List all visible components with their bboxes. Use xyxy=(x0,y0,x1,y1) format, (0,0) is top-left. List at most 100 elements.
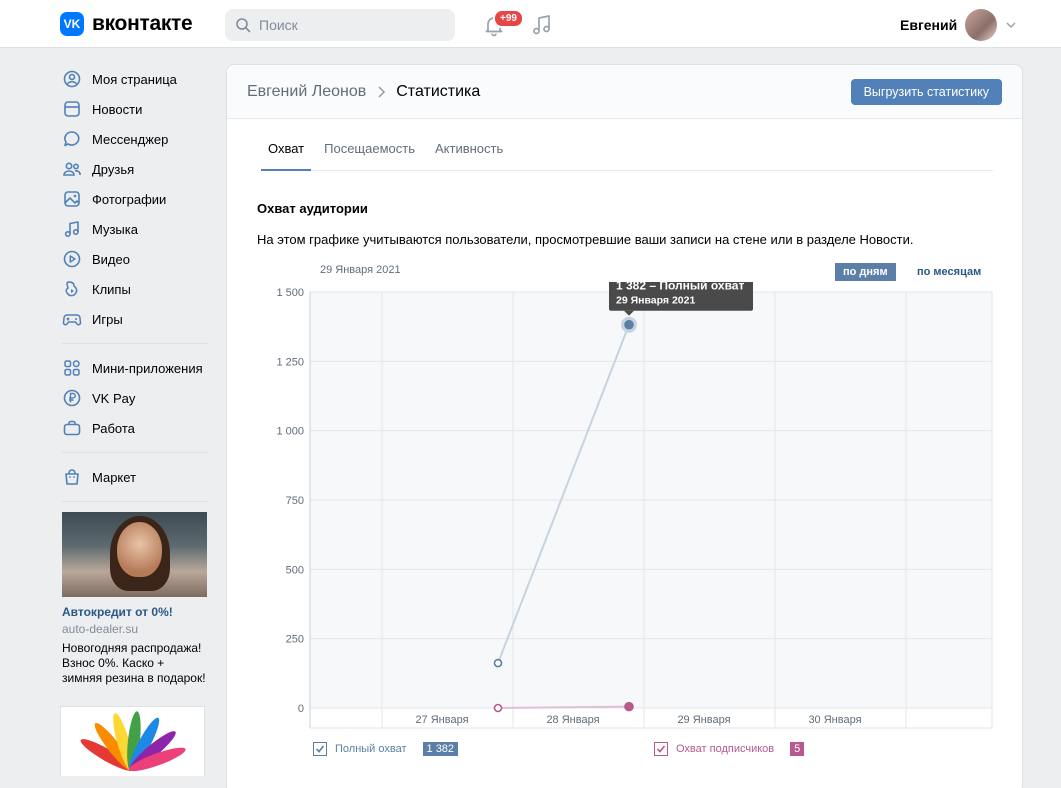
apps-icon xyxy=(64,360,80,376)
reach-chart: 0 250 500 750 1 000 1 250 1 500 27 Января 28 Янв… xyxy=(276,282,993,729)
breadcrumb-current: Статистика xyxy=(396,83,481,100)
sidebar-item-apps[interactable]: Мини-приложения xyxy=(60,353,210,383)
ad-text: Новогодняя распродажа! Взнос 0%. Каско +… xyxy=(62,641,206,685)
chart-date-label: 29 Января 2021 xyxy=(320,264,401,276)
sidebar-item-video[interactable]: Видео xyxy=(60,244,210,274)
breadcrumb: Евгений Леонов Статистика xyxy=(247,83,480,101)
x-tick-label: 27 Января xyxy=(415,714,468,726)
user-circle-icon xyxy=(63,70,81,88)
tab-reach[interactable]: Охват xyxy=(261,130,312,171)
sidebar-item-label: Фотографии xyxy=(92,191,167,207)
sidebar-item-friends[interactable]: Друзья xyxy=(60,154,210,184)
left-sidebar: Моя страница Новости Мессенджер Друзья Фотог… xyxy=(60,64,210,776)
vk-logo[interactable]: VK вконтакте xyxy=(60,12,193,36)
briefcase-icon xyxy=(63,420,81,436)
sidebar-item-label: Игры xyxy=(92,311,123,327)
legend-total-label: Полный охват xyxy=(335,743,407,755)
ad-image[interactable] xyxy=(62,512,207,597)
search-box[interactable] xyxy=(225,9,455,41)
y-tick-label: 1 500 xyxy=(276,287,304,299)
by-day-button[interactable]: по дням xyxy=(835,263,896,281)
rainbow-fan-image xyxy=(80,711,186,772)
sidebar-item-label: Друзья xyxy=(92,161,135,177)
sidebar-item-briefcase[interactable]: Работа xyxy=(60,413,210,443)
y-tick-label: 500 xyxy=(286,564,304,576)
sidebar-item-label: Клипы xyxy=(92,281,131,297)
legend-total[interactable]: Полный охват 1 382 xyxy=(313,742,459,756)
sidebar-item-label: Новости xyxy=(92,101,143,117)
checkbox-total[interactable] xyxy=(313,742,327,756)
checkbox-subscribers[interactable] xyxy=(654,742,668,756)
chevron-down-icon xyxy=(1006,22,1016,29)
tooltip-title: 1 382 – Полный охват xyxy=(616,282,744,293)
notifications-badge: +99 xyxy=(493,9,524,28)
video-icon xyxy=(63,250,81,268)
by-month-button[interactable]: по месяцам xyxy=(911,263,987,281)
legend-total-value: 1 382 xyxy=(422,742,459,756)
data-point xyxy=(493,658,503,668)
y-tick-label: 250 xyxy=(286,634,304,646)
sidebar-item-ruble[interactable]: VK Pay xyxy=(60,383,210,413)
ad-domain: auto-dealer.su xyxy=(62,622,139,636)
sidebar-item-label: Музыка xyxy=(92,221,138,237)
sidebar-item-market-bag[interactable]: Маркет xyxy=(60,462,210,492)
section-description: На этом графике учитываются пользователи… xyxy=(257,232,914,247)
gamepad-icon xyxy=(62,314,82,326)
sidebar-item-newsfeed[interactable]: Новости xyxy=(60,94,210,124)
data-point xyxy=(624,319,634,330)
sidebar-item-gamepad[interactable]: Игры xyxy=(60,304,210,334)
ad-title[interactable]: Автокредит от 0%! xyxy=(62,605,173,619)
search-icon xyxy=(236,18,251,33)
x-tick-label: 28 Января xyxy=(546,714,599,726)
sidebar-item-label: Мессенджер xyxy=(92,131,169,147)
y-tick-label: 750 xyxy=(286,495,304,507)
sidebar-item-user-circle[interactable]: Моя страница xyxy=(60,64,210,94)
sidebar-item-music[interactable]: Музыка xyxy=(60,214,210,244)
section-title: Охват аудитории xyxy=(257,201,368,216)
tab-attendance[interactable]: Посещаемость xyxy=(324,141,415,156)
panel-header: Евгений Леонов Статистика Выгрузить стат… xyxy=(227,65,1022,119)
vk-logo-text: вконтакте xyxy=(92,12,193,35)
user-name: Евгений xyxy=(900,17,958,33)
ad-image-face xyxy=(117,522,162,577)
sidebar-item-label: Видео xyxy=(92,251,130,267)
series-line-0 xyxy=(497,324,630,664)
ruble-icon xyxy=(63,389,81,407)
nav-divider xyxy=(62,452,208,453)
sidebar-item-message[interactable]: Мессенджер xyxy=(60,124,210,154)
ad-image-2[interactable] xyxy=(60,706,205,776)
music-icon xyxy=(64,221,79,238)
top-bar: VK вконтакте +99 Евгений xyxy=(0,0,1061,48)
y-tick-label: 1 000 xyxy=(276,426,304,438)
sidebar-item-label: Моя страница xyxy=(92,71,177,87)
tab-activity[interactable]: Активность xyxy=(434,141,504,156)
stats-panel: Евгений Леонов Статистика Выгрузить стат… xyxy=(226,64,1023,788)
tooltip-subtitle: 29 Января 2021 xyxy=(616,295,695,307)
sidebar-item-label: Маркет xyxy=(92,469,137,485)
data-point xyxy=(493,703,503,713)
photo-icon xyxy=(64,191,80,207)
data-point xyxy=(624,701,634,712)
check-icon xyxy=(656,745,666,753)
sidebar-item-photo[interactable]: Фотографии xyxy=(60,184,210,214)
series-line-1 xyxy=(497,705,630,709)
market-nav: Маркет xyxy=(60,462,210,492)
breadcrumb-parent-link[interactable]: Евгений Леонов xyxy=(247,83,367,100)
export-stats-button[interactable]: Выгрузить статистику xyxy=(850,79,1002,105)
avatar xyxy=(965,9,998,41)
user-menu[interactable]: Евгений xyxy=(900,9,1017,41)
vk-logo-mark: VK xyxy=(60,12,84,36)
music-icon[interactable] xyxy=(530,13,554,37)
main-nav: Моя страница Новости Мессенджер Друзья Фотог… xyxy=(60,64,210,334)
market-bag-icon xyxy=(65,469,79,485)
tooltip-arrow xyxy=(624,310,634,316)
stats-tabs: Охват Посещаемость Активность xyxy=(261,130,993,171)
ad-block[interactable]: Автокредит от 0%! auto-dealer.su Новогод… xyxy=(60,512,207,686)
message-icon xyxy=(64,131,80,147)
search-input[interactable] xyxy=(259,17,439,33)
sidebar-item-clips[interactable]: Клипы xyxy=(60,274,210,304)
tooltip-box xyxy=(609,282,753,311)
x-tick-label: 29 Января xyxy=(677,714,730,726)
legend-subscribers-value: 5 xyxy=(790,742,805,756)
legend-subscribers[interactable]: Охват подписчиков 5 xyxy=(654,742,805,756)
